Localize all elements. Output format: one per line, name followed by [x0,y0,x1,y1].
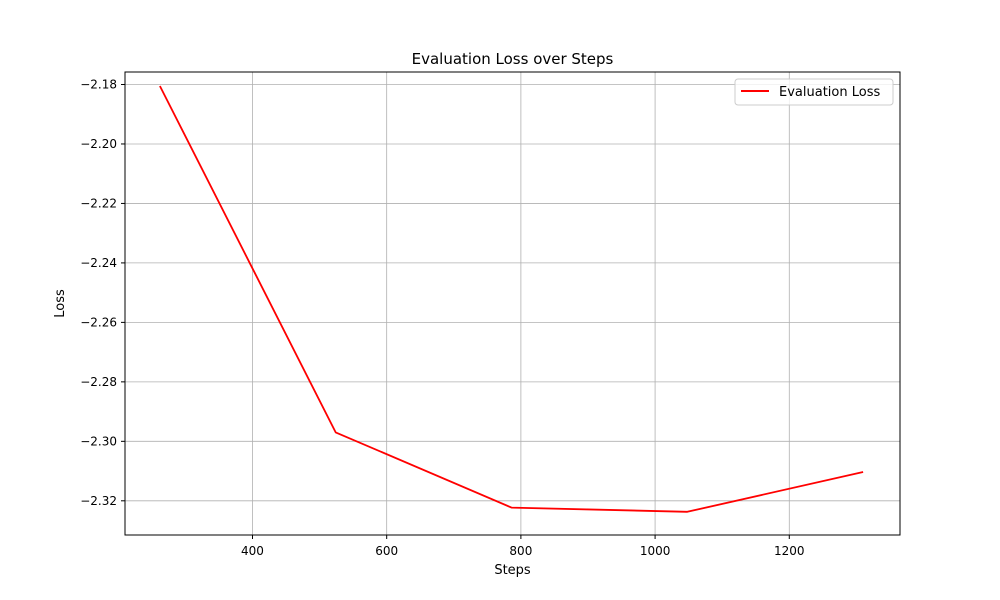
y-tick-label: −2.20 [80,137,117,151]
x-tick-label: 800 [509,544,532,558]
y-axis-ticks: −2.18 −2.20 −2.22 −2.24 −2.26 −2.28 −2.30 −2.32 [80,77,125,508]
legend: Evaluation Loss [734,78,894,106]
grid [125,72,900,535]
y-tick-label: −2.28 [80,375,117,389]
x-tick-label: 1200 [774,544,805,558]
y-tick-label: −2.32 [80,494,117,508]
y-tick-label: −2.30 [80,434,117,448]
y-axis-label: Loss [53,289,68,318]
legend-box [734,78,894,106]
x-tick-label: 1000 [640,544,671,558]
x-axis-ticks: 400 600 800 1000 1200 [241,535,805,558]
x-tick-label: 400 [241,544,264,558]
y-tick-label: −2.26 [80,315,117,329]
x-axis-label: Steps [494,563,531,578]
series-layer [159,85,864,513]
plot-frame [124,71,901,536]
chart-title: Evaluation Loss over Steps [412,50,614,68]
y-tick-label: −2.24 [80,256,117,270]
x-tick-label: 600 [375,544,398,558]
plot-area [125,72,900,535]
series-line-evaluation-loss [159,85,864,513]
y-tick-label: −2.22 [80,196,117,210]
y-tick-label: −2.18 [80,77,117,91]
legend-label-evaluation-loss: Evaluation Loss [779,85,880,100]
